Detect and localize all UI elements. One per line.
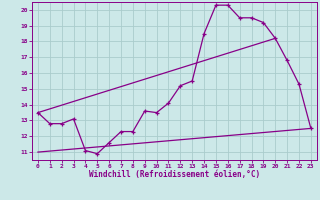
X-axis label: Windchill (Refroidissement éolien,°C): Windchill (Refroidissement éolien,°C) [89, 170, 260, 179]
